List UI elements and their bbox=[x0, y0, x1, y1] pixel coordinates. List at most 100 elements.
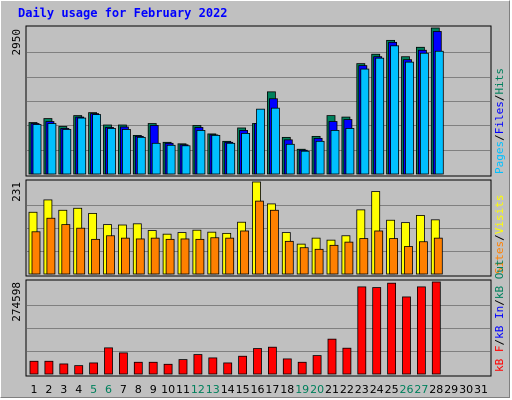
x-tick-label: 9 bbox=[150, 383, 157, 396]
bar-sites bbox=[299, 247, 309, 275]
x-tick-label: 13 bbox=[206, 383, 220, 396]
bar-kb-f bbox=[372, 287, 382, 375]
bar-pages bbox=[434, 50, 444, 175]
middle-ymax-label: 231 bbox=[10, 182, 23, 202]
bar-kb-f bbox=[402, 296, 411, 375]
bar-sites bbox=[225, 237, 235, 275]
bottom-ymax-label: 274598 bbox=[10, 282, 23, 322]
bar-sites bbox=[61, 224, 71, 275]
legend-sep: / bbox=[493, 339, 506, 346]
bar-kb-f bbox=[282, 358, 292, 375]
x-tick-label: 15 bbox=[236, 383, 250, 396]
bar-kb-f bbox=[416, 286, 426, 375]
bar-kb-f bbox=[253, 348, 262, 375]
legend-kbout: kB Out bbox=[493, 259, 506, 299]
bar-kb-f bbox=[59, 363, 69, 375]
bar-kb-f bbox=[44, 360, 54, 375]
bar-pages bbox=[226, 142, 236, 175]
x-tick-label: 3 bbox=[60, 383, 67, 396]
top-ymax-label: 2950 bbox=[10, 29, 23, 56]
legend-kbin: kB In bbox=[493, 306, 506, 339]
bar-kb-f bbox=[431, 281, 441, 375]
x-tick-label: 22 bbox=[340, 383, 354, 396]
x-tick-label: 12 bbox=[191, 383, 205, 396]
top-legend: Pages/Files/Hits bbox=[493, 68, 506, 174]
x-tick-label: 6 bbox=[105, 383, 112, 396]
bar-sites bbox=[433, 237, 443, 275]
bar-pages bbox=[405, 61, 414, 175]
bar-kb-f bbox=[133, 361, 143, 375]
bar-pages bbox=[330, 130, 340, 175]
bar-kb-f bbox=[74, 365, 84, 375]
x-tick-label: 2 bbox=[45, 383, 52, 396]
bar-sites bbox=[195, 238, 205, 275]
bar-kb-f bbox=[327, 338, 337, 375]
bar-pages bbox=[92, 114, 101, 175]
legend-sep: / bbox=[493, 234, 506, 241]
bar-sites bbox=[255, 200, 264, 275]
legend-files: Files bbox=[493, 101, 506, 134]
chart-title: Daily usage for February 2022 bbox=[18, 6, 228, 20]
bar-sites bbox=[150, 237, 160, 275]
x-tick-label: 17 bbox=[265, 383, 279, 396]
bar-pages bbox=[77, 117, 87, 175]
legend-sep: / bbox=[493, 95, 506, 102]
x-tick-label: 11 bbox=[176, 383, 190, 396]
bar-sites bbox=[165, 238, 175, 275]
x-tick-label: 10 bbox=[161, 383, 175, 396]
bar-pages bbox=[419, 52, 429, 175]
bar-sites bbox=[46, 217, 56, 275]
x-tick-label: 8 bbox=[135, 383, 142, 396]
bar-pages bbox=[211, 134, 221, 175]
bar-kb-f bbox=[89, 362, 98, 375]
bar-kb-f bbox=[223, 362, 233, 375]
legend-sep: / bbox=[493, 134, 506, 141]
bar-kb-f bbox=[267, 346, 277, 375]
bar-sites bbox=[210, 237, 220, 275]
bar-kb-f bbox=[193, 354, 203, 375]
bottom-legend: kB F/kB In/kB Out bbox=[493, 259, 506, 372]
x-tick-label: 14 bbox=[221, 383, 235, 396]
x-tick-label: 20 bbox=[310, 383, 324, 396]
bar-pages bbox=[390, 45, 400, 175]
bar-sites bbox=[418, 241, 428, 275]
bar-kb-f bbox=[119, 352, 128, 375]
bar-sites bbox=[329, 244, 339, 275]
bar-pages bbox=[136, 136, 146, 175]
bar-sites bbox=[135, 238, 145, 275]
bar-sites bbox=[121, 237, 130, 275]
bar-kb-f bbox=[178, 359, 188, 375]
bar-pages bbox=[122, 129, 131, 175]
bar-pages bbox=[166, 144, 176, 175]
x-tick-label: 25 bbox=[385, 383, 399, 396]
bar-sites bbox=[106, 235, 115, 275]
x-tick-label: 16 bbox=[251, 383, 265, 396]
bar-kb-f bbox=[238, 355, 248, 375]
bar-pages bbox=[47, 123, 57, 175]
bar-pages bbox=[181, 145, 191, 175]
legend-pages: Pages bbox=[493, 141, 506, 174]
bar-sites bbox=[359, 238, 369, 275]
x-tick-label: 31 bbox=[474, 383, 488, 396]
x-tick-label: 24 bbox=[370, 383, 384, 396]
legend-hits: Hits bbox=[493, 68, 506, 95]
bar-pages bbox=[270, 107, 280, 175]
bar-kb-f bbox=[297, 361, 307, 375]
bar-pages bbox=[62, 129, 72, 175]
bar-pages bbox=[315, 140, 325, 175]
bar-sites bbox=[31, 231, 41, 275]
bar-kb-f bbox=[29, 360, 39, 375]
x-tick-label: 26 bbox=[400, 383, 414, 396]
bar-sites bbox=[389, 238, 399, 275]
x-tick-label: 1 bbox=[31, 383, 38, 396]
x-tick-label: 21 bbox=[325, 383, 339, 396]
bar-pages bbox=[375, 57, 385, 175]
legend-sites: Sites bbox=[493, 241, 506, 274]
bar-sites bbox=[404, 246, 413, 275]
bar-sites bbox=[91, 238, 100, 275]
bar-kb-f bbox=[208, 357, 218, 375]
bar-pages bbox=[241, 133, 251, 175]
bar-pages bbox=[360, 68, 370, 175]
x-tick-label: 30 bbox=[459, 383, 473, 396]
